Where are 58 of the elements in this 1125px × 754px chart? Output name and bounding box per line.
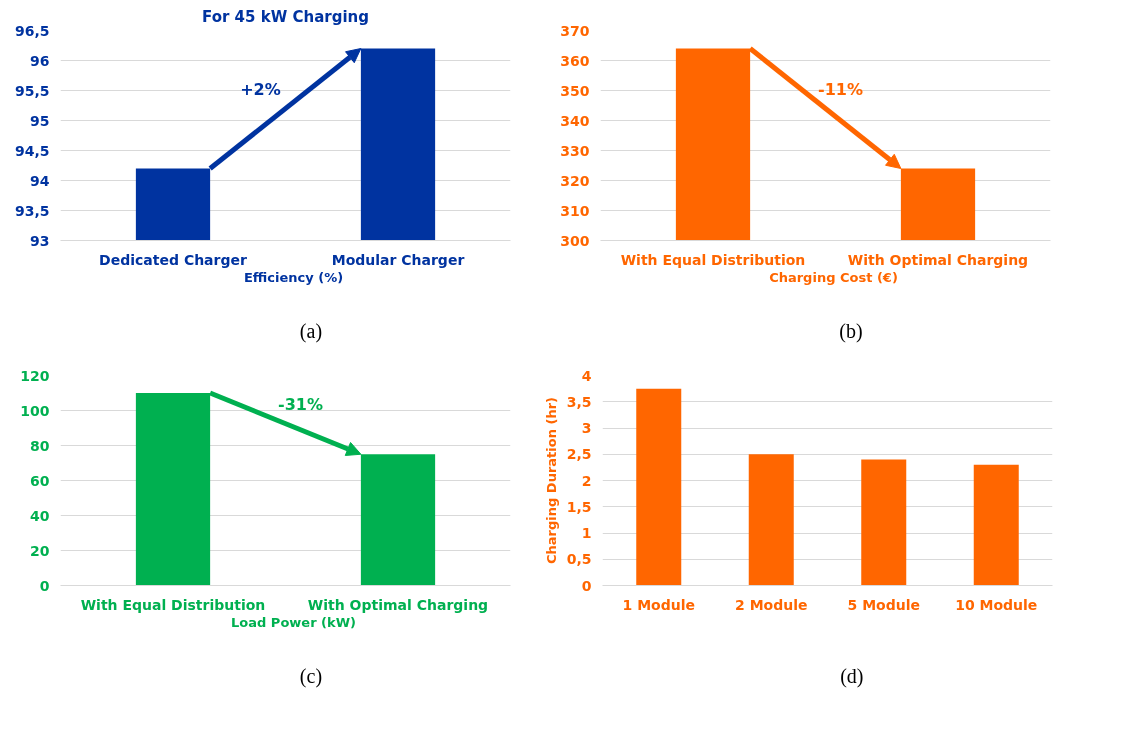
bar — [973, 464, 1019, 586]
x-tick-label: 2 Module — [735, 596, 808, 613]
y-tick-label: 120 — [20, 367, 50, 384]
x-tick-label: With Equal Distribution — [80, 596, 266, 613]
x-tick-label: 5 Module — [847, 596, 920, 613]
y-tick-label: 0 — [581, 577, 592, 594]
y-tick-label: 95 — [30, 112, 50, 129]
y-tick-label: 100 — [20, 402, 50, 419]
y-tick-label: 96 — [30, 52, 50, 69]
y-tick-label: 320 — [560, 172, 590, 189]
annotation: +2% — [240, 79, 281, 99]
y-tick-label: 0,5 — [566, 551, 592, 568]
x-tick-label: 1 Module — [622, 596, 695, 613]
y-tick-label: 0 — [39, 577, 50, 594]
annotation: -11% — [818, 79, 863, 99]
y-tick-label: 370 — [560, 22, 590, 39]
x-tick-label: Modular Charger — [331, 251, 465, 268]
x-tick-label: With Optimal Charging — [307, 596, 489, 613]
x-tick-label: With Optimal Charging — [847, 251, 1029, 268]
text: (b) — [839, 319, 863, 343]
y-tick-label: 2,5 — [566, 446, 592, 463]
y-tick-label: 96,5 — [14, 22, 50, 39]
bar — [861, 459, 907, 586]
y-tick-label: 350 — [560, 82, 590, 99]
y-tick-label: 3 — [581, 420, 592, 436]
y-tick-label: 330 — [560, 142, 590, 159]
y-tick-label: 60 — [30, 472, 50, 489]
bar — [636, 388, 682, 586]
text: (d) — [840, 664, 864, 688]
bar — [748, 454, 794, 586]
text: Efficiency (%) — [243, 270, 344, 285]
y-tick-label: 1 — [581, 525, 592, 541]
y-tick-label: 95,5 — [14, 82, 50, 99]
x-tick-label: 10 Module — [955, 596, 1038, 613]
y-tick-label: 3,5 — [566, 393, 592, 410]
y-tick-label: 340 — [560, 112, 590, 129]
y-tick-label: 360 — [560, 52, 590, 69]
y-tick-label: 4 — [581, 367, 592, 384]
x-tick-label: Dedicated Charger — [99, 251, 247, 268]
text: (a) — [299, 319, 323, 343]
y-tick-label: 1,5 — [566, 498, 592, 515]
text: Charging Cost (€) — [769, 270, 898, 285]
y-tick-label: 94 — [30, 172, 50, 189]
y-tick-label: 20 — [30, 542, 50, 559]
y-tick-label: 80 — [30, 437, 50, 454]
y-tick-label: 93 — [30, 232, 50, 249]
y-tick-label: 40 — [30, 507, 50, 524]
y-tick-label: 310 — [560, 202, 590, 219]
y-tick-label: 94,5 — [14, 142, 50, 159]
annotation: -31% — [278, 394, 323, 414]
y-axis-title: Charging Duration (hr) — [543, 396, 559, 564]
chart-title: For 45 kW Charging — [202, 7, 369, 26]
y-tick-label: 93,5 — [14, 202, 50, 219]
text: Load Power (kW) — [231, 615, 356, 630]
text: (c) — [299, 664, 323, 688]
y-tick-label: 300 — [560, 232, 590, 249]
x-tick-label: With Equal Distribution — [620, 251, 806, 268]
y-tick-label: 2 — [581, 472, 592, 489]
